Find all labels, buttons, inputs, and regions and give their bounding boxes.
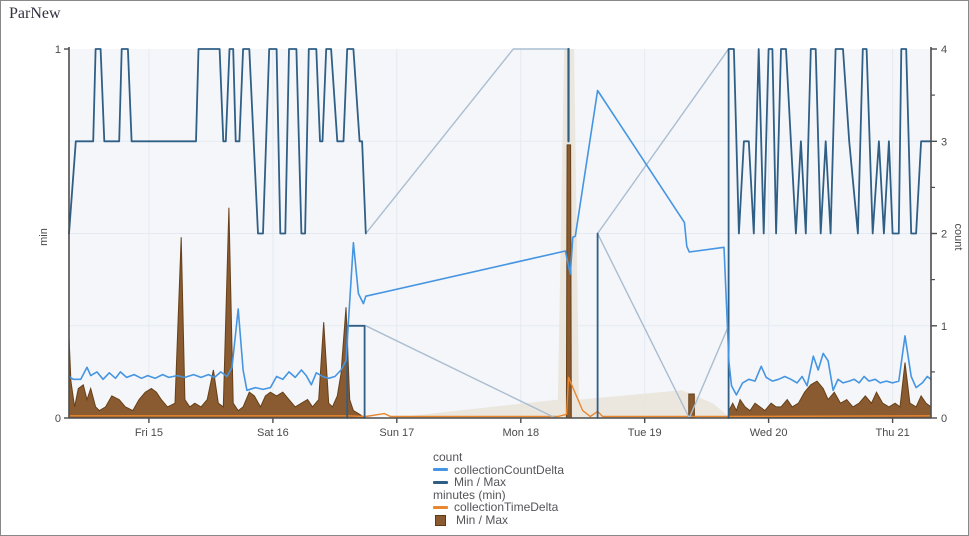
legend-group-count: count	[433, 450, 463, 464]
legend-item-label: Min / Max	[454, 475, 507, 490]
svg-text:Fri 15: Fri 15	[135, 427, 163, 439]
legend-item-minmax-count: Min / Max	[433, 476, 564, 489]
svg-text:1: 1	[941, 321, 947, 333]
svg-text:count: count	[952, 224, 964, 251]
svg-text:Sun 17: Sun 17	[379, 427, 414, 439]
svg-text:0: 0	[55, 413, 61, 425]
legend-square-swatch-icon	[435, 514, 446, 526]
svg-text:2: 2	[941, 229, 947, 241]
legend-line-swatch-icon	[433, 468, 448, 472]
svg-text:1: 1	[55, 44, 61, 56]
svg-text:Tue 19: Tue 19	[628, 427, 662, 439]
svg-text:Wed 20: Wed 20	[750, 427, 788, 439]
legend-line-swatch-icon	[433, 506, 448, 510]
svg-text:0: 0	[941, 413, 947, 425]
svg-text:4: 4	[941, 44, 947, 56]
legend-item-collection-time-delta: collectionTimeDelta	[433, 501, 564, 514]
svg-text:min: min	[38, 228, 50, 246]
svg-text:Sat 16: Sat 16	[257, 427, 289, 439]
legend-item-label: collectionCountDelta	[454, 462, 565, 477]
svg-text:3: 3	[941, 136, 947, 148]
chart-canvas: 0 1 0 1 2 3 4 Fri 15 Sat 16 Sun 17 Mon 18 Tue 19 Wed…	[1, 1, 968, 451]
legend-item-label: collectionTimeDelta	[454, 500, 559, 515]
legend-item-collection-count-delta: collectionCountDelta	[433, 462, 565, 477]
svg-text:Mon 18: Mon 18	[502, 427, 539, 439]
chart-legend: count collectionCountDelta Min / Max min…	[433, 451, 564, 527]
chart-title: ParNew	[9, 5, 61, 22]
legend-item-label: Min / Max	[456, 512, 509, 527]
legend-group-minutes: minutes (min)	[433, 487, 506, 502]
svg-text:Thu 21: Thu 21	[875, 427, 909, 439]
legend-line-swatch-icon	[433, 480, 448, 484]
legend-item-minmax-time: Min / Max	[433, 514, 564, 527]
